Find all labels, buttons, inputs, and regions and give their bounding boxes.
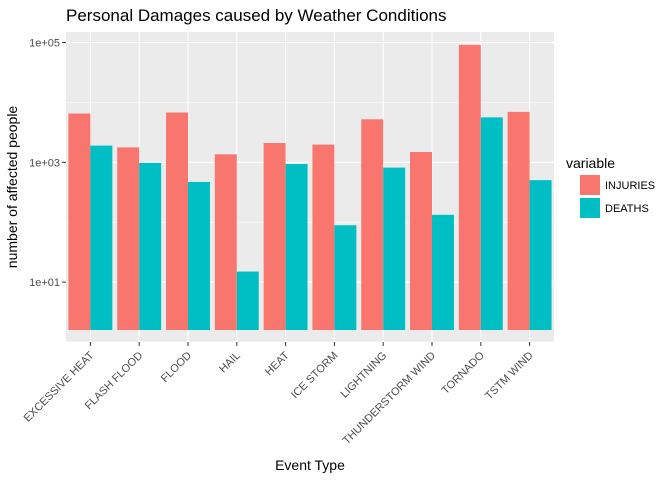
x-tick-label: HEAT: [263, 349, 292, 378]
x-axis-title: Event Type: [275, 457, 345, 473]
bar-injuries-heat: [263, 143, 286, 330]
bars: [68, 44, 552, 331]
bar-deaths-hail: [236, 271, 259, 330]
bar-deaths-flash-flood: [139, 162, 162, 330]
x-tick-label: ICE STORM: [289, 350, 341, 402]
bar-deaths-tornado: [480, 117, 503, 330]
bar-injuries-lightning: [361, 119, 384, 330]
x-tick-label: TSTM WIND: [483, 350, 536, 403]
x-tick-label: HAIL: [217, 350, 243, 376]
legend-label-injuries: INJURIES: [605, 180, 655, 192]
bar-deaths-lightning: [383, 167, 406, 330]
bar-injuries-hail: [214, 154, 237, 330]
bar-injuries-tornado: [458, 44, 481, 330]
chart-title: Personal Damages caused by Weather Condi…: [66, 6, 447, 25]
x-tick-label: FLOOD: [159, 350, 194, 385]
y-tick-label: 1e+05: [29, 38, 60, 50]
bar-injuries-excessive-heat: [68, 113, 91, 330]
legend-label-deaths: DEATHS: [605, 203, 649, 215]
x-tick-label: TORNADO: [440, 349, 488, 397]
bar-injuries-flood: [166, 112, 188, 330]
bar-deaths-heat: [285, 164, 308, 330]
bar-injuries-ice-storm: [312, 144, 335, 330]
bar-deaths-ice-storm: [334, 225, 357, 330]
bar-injuries-thunderstorm-wind: [410, 151, 432, 330]
bar-deaths-flood: [188, 181, 210, 330]
legend-title: variable: [566, 155, 615, 171]
y-axis: 1e+01 1e+03 1e+05: [29, 38, 66, 289]
y-tick-label: 1e+03: [29, 157, 60, 169]
bar-injuries-flash-flood: [117, 147, 140, 330]
bar-injuries-tstm-wind: [507, 111, 530, 331]
legend-key-deaths: [580, 198, 600, 218]
x-tick-label: THUNDERSTORM WIND: [341, 350, 438, 447]
bar-deaths-tstm-wind: [529, 180, 552, 330]
bar-deaths-excessive-heat: [90, 145, 113, 330]
x-tick-label: EXCESSIVE HEAT: [22, 349, 97, 424]
y-axis-title: number of affected people: [4, 106, 20, 269]
y-tick-label: 1e+01: [29, 277, 60, 289]
x-tick-label: LIGHTNING: [338, 350, 389, 401]
legend: variable INJURIES DEATHS: [566, 155, 655, 218]
legend-key-injuries: [580, 175, 600, 195]
bar-deaths-thunderstorm-wind: [432, 214, 454, 330]
